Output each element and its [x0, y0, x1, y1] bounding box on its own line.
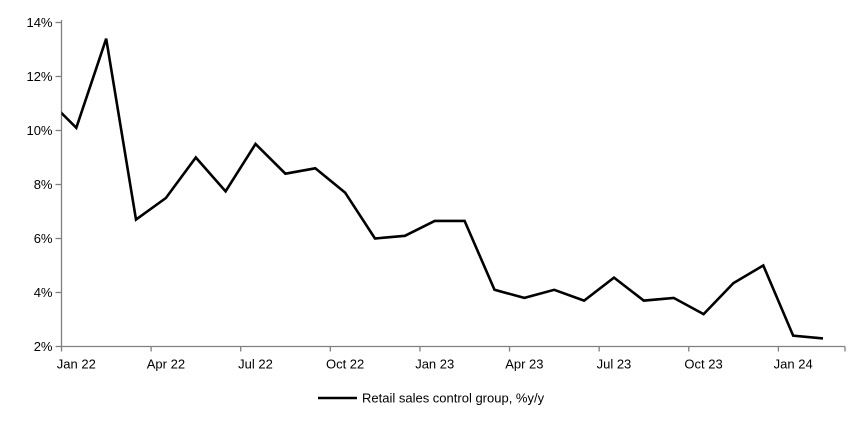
x-tick-label: Jul 22 — [238, 357, 273, 372]
x-axis: Jan 22 Apr 22 Jul 22 Oct 22 Jan 23 Apr 23 Jul … — [57, 345, 846, 372]
y-tick-label: 4% — [34, 285, 53, 300]
y-tick-label: 14% — [26, 15, 52, 30]
y-tick-label: 6% — [34, 231, 53, 246]
y-tick-label: 2% — [34, 339, 53, 354]
y-axis: 2% 4% 6% 8% 10% 12% 14% — [26, 15, 63, 354]
legend: Retail sales control group, %y/y — [318, 391, 545, 406]
series-line-retail-sales-control-group — [61, 38, 824, 340]
x-tick-label: Jan 22 — [57, 357, 96, 372]
y-tick-label: 12% — [26, 69, 52, 84]
y-tick-label: 10% — [26, 123, 52, 138]
x-tick-label: Oct 22 — [326, 357, 364, 372]
y-tick-label: 8% — [34, 177, 53, 192]
x-tick-label: Jan 23 — [415, 357, 454, 372]
legend-label: Retail sales control group, %y/y — [362, 391, 545, 406]
x-tick-label: Jan 24 — [774, 357, 813, 372]
x-tick-label: Apr 23 — [505, 357, 543, 372]
x-tick-label: Apr 22 — [147, 357, 185, 372]
x-tick-label: Oct 23 — [684, 357, 722, 372]
x-tick-label: Jul 23 — [597, 357, 632, 372]
